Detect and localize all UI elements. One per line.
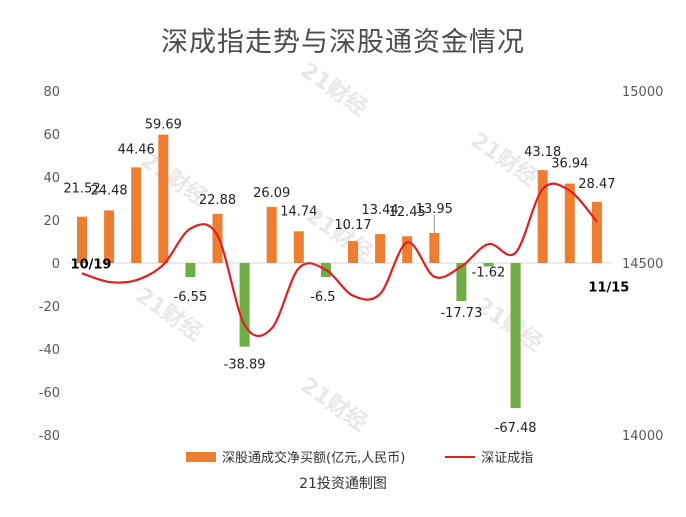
left-tick-label: 60 (43, 128, 60, 143)
bar-data-label: 22.88 (199, 193, 236, 208)
bar (158, 134, 169, 263)
legend-label-line: 深证成指 (481, 451, 534, 466)
left-tick-label: 40 (43, 171, 60, 186)
bar-series (77, 134, 602, 409)
left-tick-label: -20 (39, 300, 60, 315)
watermark-text: 21财经 (296, 57, 372, 121)
bar-data-label: 12.45 (389, 205, 426, 220)
left-tick-label: -40 (39, 343, 60, 358)
bar (239, 263, 250, 347)
date-annotations: 10/19 11/15 (71, 257, 630, 295)
bar-data-label: -6.5 (310, 290, 335, 305)
source-note: 21投资通制图 (299, 476, 387, 492)
right-axis: 15000 14500 14000 (622, 85, 663, 444)
bar-data-label: 44.46 (118, 142, 155, 157)
bar (185, 263, 196, 278)
right-tick-label: 14000 (622, 429, 663, 444)
legend-item-line: 深证成指 (445, 447, 533, 466)
bar-data-label: 10.17 (334, 218, 371, 233)
bar-data-label: -38.89 (224, 358, 266, 373)
bar (483, 263, 494, 267)
bar (510, 263, 521, 409)
chart-title: 深成指走势与深股通资金情况 (161, 27, 525, 58)
bar-data-label: -67.48 (495, 421, 537, 436)
bar (131, 167, 142, 263)
bar (375, 234, 386, 263)
bar (591, 201, 602, 263)
bar-data-label: -17.73 (440, 306, 482, 321)
left-tick-label: 80 (43, 85, 60, 100)
bar-data-label: 43.18 (524, 145, 561, 160)
bar-data-label: 26.09 (253, 186, 290, 201)
legend-swatch-bars (186, 451, 216, 462)
right-tick-label: 15000 (622, 85, 663, 100)
bar (564, 183, 575, 263)
left-axis: 80 60 40 20 0 -20 -40 -60 -80 (39, 85, 60, 444)
bar (402, 236, 413, 263)
index-line (81, 182, 598, 338)
start-date-label: 10/19 (71, 257, 112, 272)
watermark-text: 21财经 (471, 292, 547, 356)
bar (104, 210, 115, 263)
bar-data-label: 13.95 (416, 202, 453, 217)
legend-label-bars: 深股通成交净买额(亿元,人民币) (222, 451, 406, 466)
bar-data-label: 13.44 (361, 203, 398, 218)
bar (537, 170, 548, 263)
bar (293, 231, 304, 263)
bar (348, 241, 358, 263)
end-date-label: 11/15 (588, 281, 629, 296)
left-tick-label: 20 (43, 214, 60, 229)
legend: 深股通成交净买额(亿元,人民币) 深证成指 (186, 447, 573, 466)
bar-data-label: 59.69 (145, 118, 182, 133)
right-tick-label: 14500 (622, 257, 663, 272)
left-tick-label: -80 (39, 429, 60, 444)
bar-data-label: 21.52 (63, 182, 100, 197)
bar (429, 233, 440, 263)
bar (212, 213, 223, 263)
bar (266, 206, 277, 263)
legend-item-bars: 深股通成交净买额(亿元,人民币) (186, 447, 405, 466)
bar-data-label: 36.94 (551, 157, 588, 172)
legend-swatch-line (445, 455, 476, 458)
left-tick-label: -60 (39, 386, 60, 401)
bar-data-label: 14.74 (280, 204, 317, 219)
bar-data-label: -6.55 (174, 290, 208, 305)
bar-data-label: 28.47 (578, 177, 615, 192)
bar-data-label: -1.62 (472, 265, 506, 280)
bar-data-label: 24.48 (90, 183, 127, 198)
left-tick-label: 0 (52, 257, 60, 272)
watermark-text: 21财经 (296, 372, 372, 436)
bar (77, 216, 87, 263)
bar (456, 263, 467, 302)
